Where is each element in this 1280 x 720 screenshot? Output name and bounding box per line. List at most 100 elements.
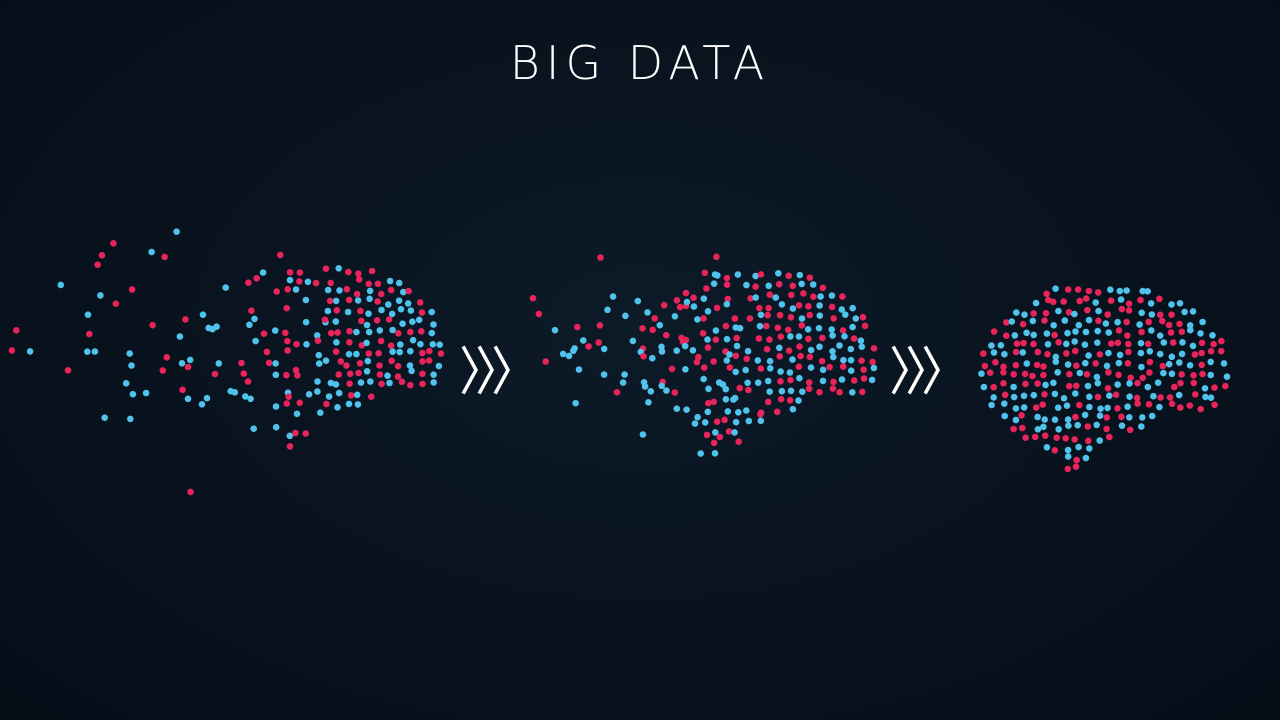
data-dot xyxy=(296,269,304,276)
data-dot xyxy=(1064,465,1072,473)
data-dot xyxy=(671,389,679,396)
data-dot xyxy=(1084,423,1092,430)
data-dot xyxy=(1145,318,1152,326)
data-dot xyxy=(334,329,341,336)
data-dot xyxy=(409,318,416,326)
data-dot xyxy=(757,417,765,425)
data-dot xyxy=(701,269,709,277)
data-dot xyxy=(795,302,803,309)
data-dot xyxy=(347,392,355,399)
data-dot xyxy=(1186,322,1194,329)
data-dot xyxy=(732,418,740,426)
data-dot xyxy=(705,399,712,407)
data-dot xyxy=(763,345,771,353)
data-dot xyxy=(1034,348,1042,356)
data-dot xyxy=(676,303,684,311)
data-dot xyxy=(312,279,320,287)
data-dot xyxy=(1072,347,1079,355)
data-dot xyxy=(731,315,739,322)
data-dot xyxy=(1061,317,1069,324)
data-dot xyxy=(286,276,294,284)
data-dot xyxy=(542,358,549,365)
data-dot xyxy=(858,343,866,351)
data-dot xyxy=(1189,342,1197,350)
data-dot xyxy=(819,366,827,374)
data-dot xyxy=(1040,363,1047,370)
data-dot xyxy=(716,433,724,441)
data-dot xyxy=(868,376,876,384)
data-dot xyxy=(787,333,794,340)
triple-chevron-right-icon xyxy=(891,345,940,395)
data-dot xyxy=(387,286,395,294)
data-dot xyxy=(203,394,211,402)
data-dot xyxy=(785,272,792,280)
data-dot xyxy=(766,388,773,396)
data-dot xyxy=(787,387,795,395)
data-dot xyxy=(388,310,396,318)
data-dot xyxy=(1082,328,1090,336)
data-dot xyxy=(1066,370,1073,378)
data-dot xyxy=(1154,379,1162,387)
data-dot xyxy=(1136,321,1143,328)
data-dot xyxy=(385,316,393,323)
data-dot xyxy=(806,353,814,361)
data-dot xyxy=(363,339,370,347)
data-dot xyxy=(64,367,72,374)
data-dot xyxy=(700,315,707,322)
data-dot xyxy=(1222,382,1229,390)
data-dot xyxy=(1072,463,1080,471)
data-dot xyxy=(1165,360,1173,368)
data-dot xyxy=(1040,371,1047,379)
data-dot xyxy=(619,379,627,386)
data-dot xyxy=(240,370,248,377)
data-dot xyxy=(860,366,867,374)
data-dot xyxy=(1049,298,1057,306)
data-dot xyxy=(798,315,806,322)
data-dot xyxy=(714,272,721,279)
data-dot xyxy=(394,373,402,380)
data-dot xyxy=(1114,318,1121,326)
data-dot xyxy=(1211,401,1218,409)
data-dot xyxy=(1071,436,1078,443)
data-dot xyxy=(990,349,998,356)
data-dot xyxy=(1148,327,1155,334)
data-dot xyxy=(671,313,679,320)
data-dot xyxy=(296,278,303,285)
data-dot xyxy=(639,431,647,438)
data-dot xyxy=(789,405,797,413)
data-dot xyxy=(273,288,281,295)
data-dot xyxy=(1019,424,1026,432)
data-dot xyxy=(764,377,772,385)
data-dot xyxy=(1018,412,1025,419)
data-dot xyxy=(701,419,709,426)
data-dot xyxy=(850,335,858,342)
data-dot xyxy=(703,431,711,439)
data-dot xyxy=(1156,311,1164,319)
data-dot xyxy=(332,381,340,388)
data-dot xyxy=(335,389,343,397)
data-dot xyxy=(723,274,731,282)
data-dot xyxy=(336,287,343,294)
data-dot xyxy=(385,301,392,308)
data-dot xyxy=(1124,360,1132,367)
data-dot xyxy=(1032,299,1040,307)
data-dot xyxy=(179,386,186,394)
data-dot xyxy=(252,337,259,345)
data-dot xyxy=(386,379,393,387)
data-dot xyxy=(1198,349,1205,357)
data-dot xyxy=(327,279,335,287)
data-dot xyxy=(580,337,587,344)
data-dot xyxy=(1064,453,1072,460)
data-dot xyxy=(990,394,997,401)
data-dot xyxy=(1012,348,1020,356)
data-dot xyxy=(1150,392,1157,400)
data-dot xyxy=(1020,339,1027,347)
data-dot xyxy=(838,376,846,383)
data-dot xyxy=(272,423,280,431)
data-dot xyxy=(286,432,294,440)
data-dot xyxy=(426,347,433,355)
data-dot xyxy=(1001,412,1008,420)
data-dot xyxy=(407,381,414,389)
data-dot xyxy=(1075,443,1082,451)
data-dot xyxy=(1134,400,1141,407)
